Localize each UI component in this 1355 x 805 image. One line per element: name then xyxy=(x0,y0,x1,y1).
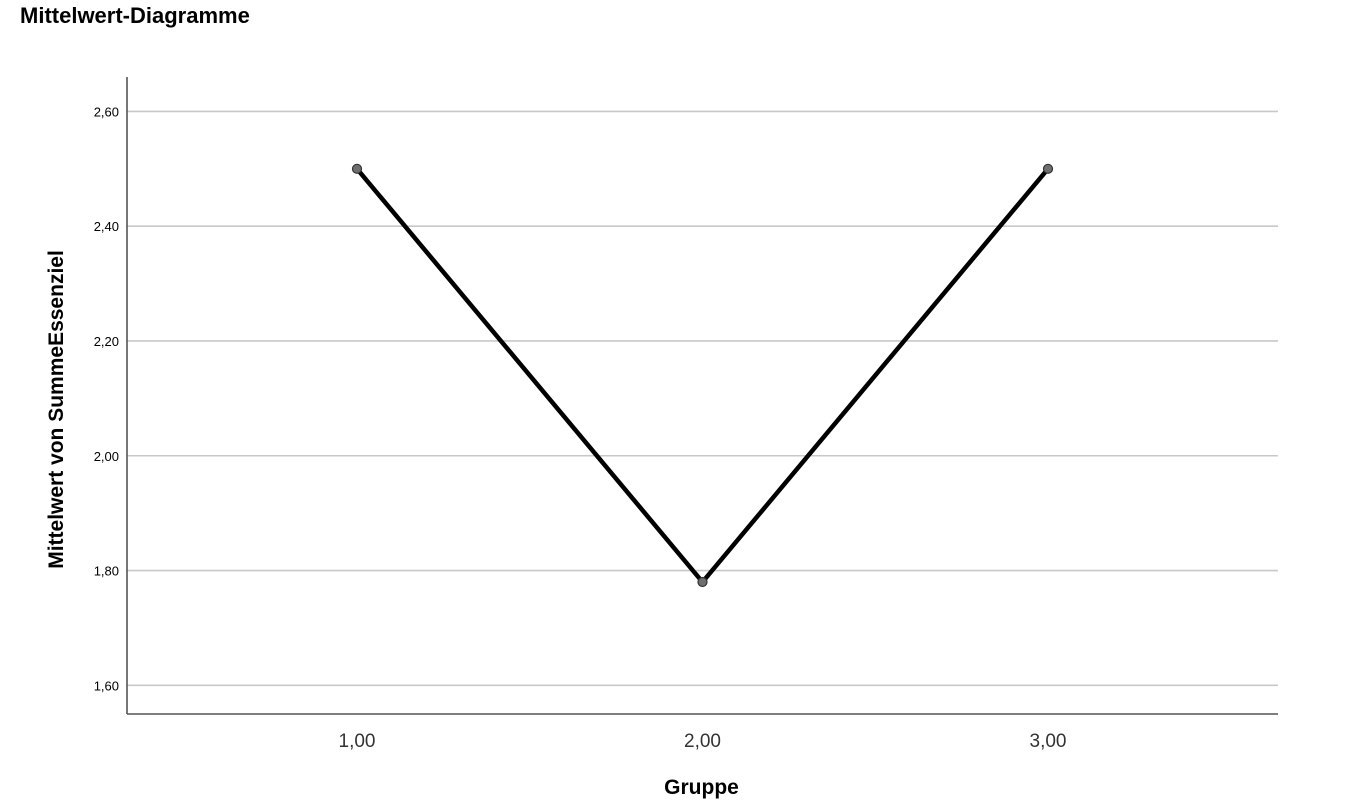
x-tick-label: 3,00 xyxy=(1030,731,1067,752)
y-axis-title: Mittelwert von SummeEssenziel xyxy=(45,250,68,569)
y-tick-label: 1,60 xyxy=(94,678,119,693)
series-line xyxy=(355,167,1050,586)
data-point-marker xyxy=(351,163,363,174)
axes xyxy=(126,77,1278,715)
gridlines xyxy=(127,110,1278,687)
y-axis-tick-labels: 1,60 1,80 2,00 2,20 2,40 2,60 xyxy=(94,104,119,693)
series-line-path xyxy=(355,167,1050,586)
x-tick-label: 1,00 xyxy=(339,731,376,752)
y-tick-label: 2,20 xyxy=(94,334,119,349)
data-point-marker xyxy=(1042,163,1054,174)
x-tick-label: 2,00 xyxy=(684,731,721,752)
x-axis-title: Gruppe xyxy=(664,776,739,799)
data-point-marker xyxy=(697,576,708,588)
y-tick-label: 2,40 xyxy=(94,219,119,234)
x-axis-tick-labels: 1,00 2,00 3,00 xyxy=(339,731,1067,752)
y-tick-label: 2,00 xyxy=(94,449,119,464)
page-title: Mittelwert-Diagramme xyxy=(20,3,250,28)
series-markers xyxy=(351,163,1054,588)
y-tick-label: 1,80 xyxy=(94,564,119,579)
y-tick-label: 2,60 xyxy=(94,104,119,119)
